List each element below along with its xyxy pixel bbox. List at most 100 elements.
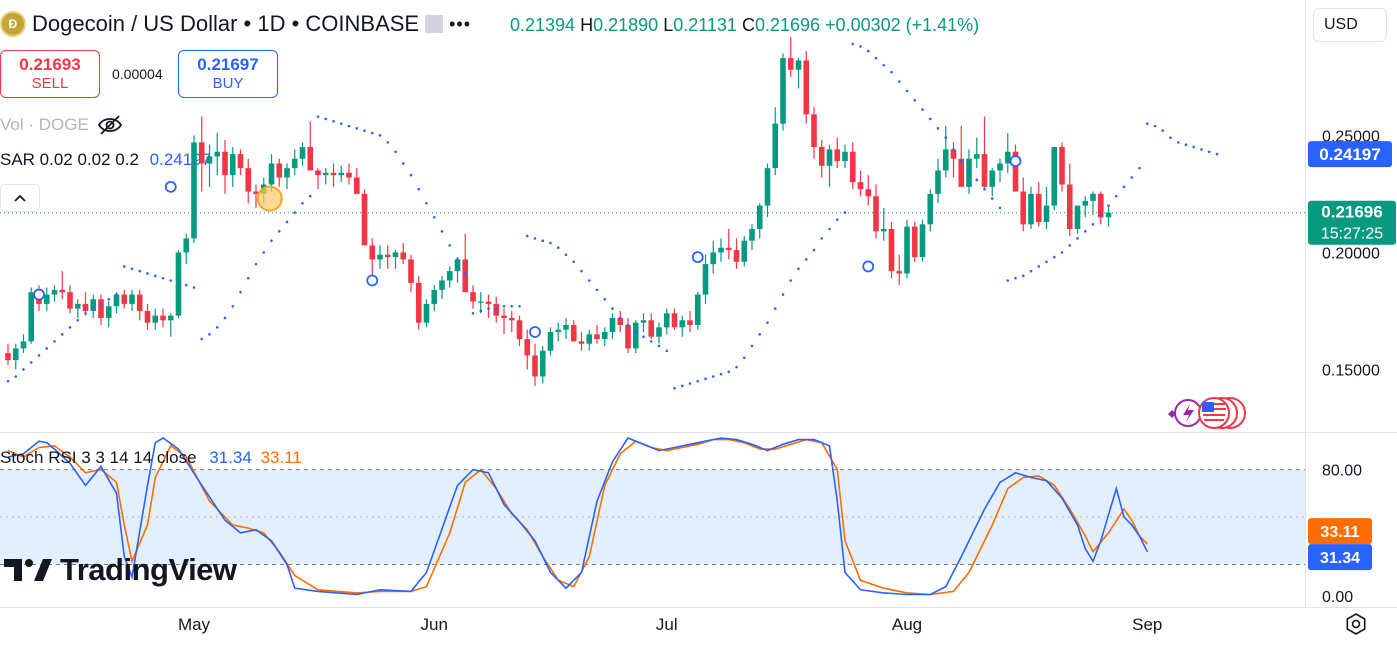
time-tick-label: May [178,615,211,634]
stoch-k-text: 31.34 [1320,550,1360,567]
candle-body [431,289,438,304]
candle-body [384,254,391,258]
low-label: L [663,15,674,35]
stoch-rsi-legend[interactable]: Stoch RSI 3 3 14 14 close 31.34 33.11 [0,448,302,468]
candle-body [121,294,128,304]
sar-dot [138,269,142,273]
more-horizontal-icon[interactable]: ••• [449,13,472,34]
sar-reversal-marker[interactable] [529,326,541,338]
candle-body [795,60,802,70]
candle-body [1105,212,1112,218]
sar-dot [851,42,855,46]
candle-body [183,238,190,253]
candle-body [152,315,159,323]
candle-body [516,320,523,340]
candle-body [609,317,616,333]
candle-body [136,294,143,311]
sar-dot [494,307,498,310]
price-tick-label: 0.15000 [1322,362,1380,379]
candle-body [547,332,554,351]
last-price-text: 0.21696 [1321,203,1382,222]
sell-label: SELL [31,75,69,92]
sar-dot [84,311,87,315]
lightning-icon [1183,404,1194,422]
last-price-label: 0.21696 15:27:25 [1308,200,1396,245]
stoch-d-text: 33.11 [1320,524,1359,541]
sar-reversal-marker[interactable] [862,260,875,273]
sar-dot [378,134,382,137]
collapse-legend-button[interactable] [0,184,40,212]
sar-dot [820,237,824,240]
sar-dot [797,267,800,271]
sar-dot [518,304,521,308]
sar-dot [1176,141,1180,144]
eye-off-icon[interactable] [97,114,123,136]
candle-body [981,154,988,187]
sell-button[interactable]: 0.21693 SELL [0,50,100,98]
volume-legend[interactable]: Vol · DOGE [0,114,123,136]
sar-reversal-marker[interactable] [33,288,45,301]
candle-body [237,154,244,169]
sar-dot [332,120,335,123]
settings-gear-icon[interactable] [1346,613,1366,635]
candle-body [20,341,27,349]
currency-selector[interactable]: USD [1313,8,1387,42]
sar-dot [130,267,134,271]
candle-body [392,252,399,258]
sar-dot [14,375,18,378]
sar-dot [828,227,831,231]
tradingview-logo[interactable]: TradingView [4,552,237,588]
flag-icon[interactable] [425,15,444,33]
event-badges[interactable] [1168,397,1246,429]
signal-marker[interactable] [256,185,283,212]
sar-reversal-marker[interactable] [691,251,704,263]
sar-dot [704,377,707,381]
candle-body [756,205,763,229]
candle-body [857,182,864,190]
sar-reversal-marker[interactable] [366,274,379,287]
chevron-up-icon [14,194,26,202]
candle-body [532,355,538,377]
sell-price: 0.21693 [19,55,81,74]
sar-dot [1138,166,1141,170]
tradingview-mark-icon [4,559,52,581]
time-tick-label: Jul [656,615,678,634]
candle-body [462,259,469,293]
sar-dot [425,201,428,205]
sar-dot [921,108,924,111]
sar-reversal-marker[interactable] [164,180,177,193]
candle-body [338,172,345,176]
candle-body [299,147,306,159]
candle-body [439,280,445,290]
candle-body [818,147,825,166]
ohlc-readout: 0.21394 H0.21890 L0.21131 C0.21696 +0.00… [510,15,979,36]
candle-body [276,163,283,178]
candle-body [648,320,655,337]
sar-dot [510,304,514,308]
sar-dot [53,340,56,343]
sar-dot [223,316,227,320]
sar-dot [347,124,351,128]
sar-dot [1091,223,1095,226]
sparkle-icon[interactable] [1168,410,1176,418]
symbol-header[interactable]: Ð Dogecoin / US Dollar • 1D • COINBASE •… [0,8,471,40]
sar-dot [339,122,343,125]
candle-body [578,341,585,344]
sar-reversal-marker[interactable] [1009,155,1022,168]
candle-body [454,259,461,272]
candle-body [377,254,383,260]
close-label: C [741,15,755,35]
sar-dot [1076,237,1079,240]
symbol-title[interactable]: Dogecoin / US Dollar • 1D • COINBASE [32,11,420,36]
candle-body [1035,193,1042,222]
candle-body [322,172,329,176]
sar-dot [711,375,715,378]
sar-dot [417,187,421,191]
sar-dot [487,307,490,310]
candle-body [12,348,19,361]
buy-button[interactable]: 0.21697 BUY [178,50,278,98]
price-tick-label: 0.25000 [1322,128,1380,145]
candle-body [113,294,120,307]
candle-body [90,299,97,311]
